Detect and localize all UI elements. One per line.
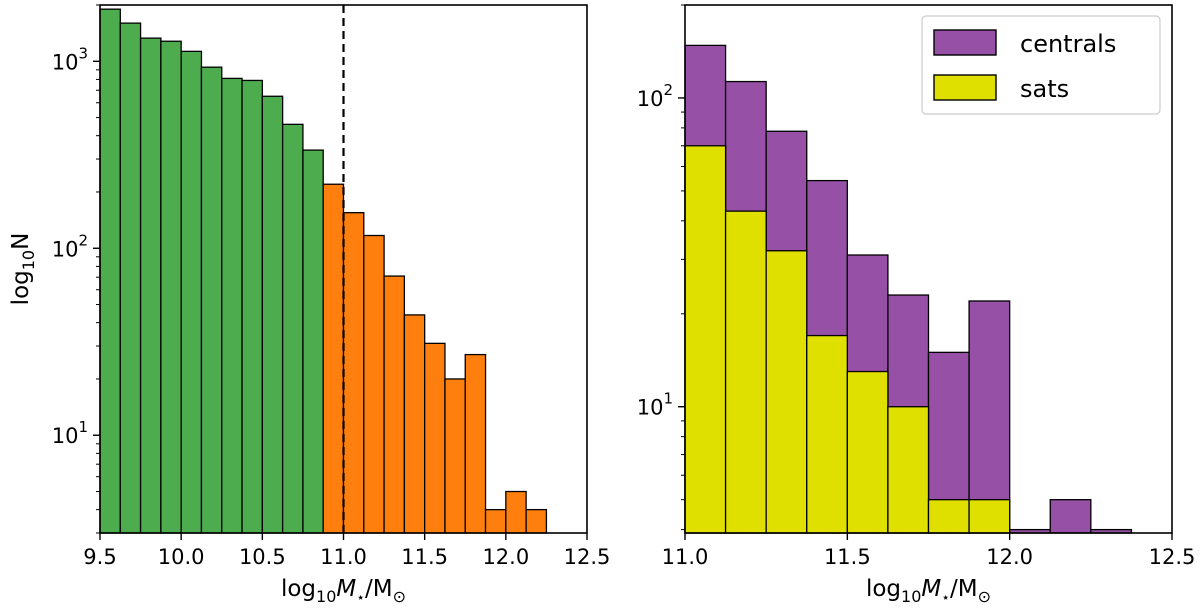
left-bar-4	[180, 50, 203, 534]
right-x-axis-label: log10M⋆/M⊙	[866, 576, 991, 606]
left-bar-17	[444, 378, 466, 534]
left-y-axis-label: log10N	[8, 233, 38, 306]
right-x-tick-label-1: 11.5	[824, 545, 871, 569]
right-bar-sats-5	[887, 406, 930, 534]
left-x-tick-label-6: 12.5	[564, 545, 611, 569]
right-x-ticks: 11.0 11.5 12.0 12.5	[662, 533, 1196, 569]
legend-label-centrals: centrals	[1020, 30, 1116, 58]
left-x-ticks: 9.5 10.0 10.5 11.0 11.5 12.0 12.5	[83, 533, 610, 569]
left-histogram-panel: 9.5 10.0 10.5 11.0 11.5 12.0 12.5 101 102 103 lo…	[8, 4, 610, 606]
left-bar-3	[160, 40, 182, 534]
left-y-ticks: 101 102 103	[52, 4, 100, 534]
left-bar-16	[424, 342, 446, 534]
left-bar-9	[281, 123, 304, 534]
right-axes-frame	[684, 4, 1173, 534]
left-x-tick-label-4: 11.5	[401, 545, 448, 569]
left-bar-6	[221, 77, 243, 534]
left-bar-1	[119, 22, 142, 534]
left-x-tick-label-0: 9.5	[83, 545, 116, 569]
right-bar-sats-6	[927, 499, 970, 534]
left-bar-14	[383, 275, 406, 534]
right-y-tick-label-0: 101	[637, 390, 673, 420]
right-bar-sats-4	[846, 370, 889, 534]
right-bar-sats-0	[684, 145, 727, 534]
left-x-tick-label-2: 10.5	[239, 545, 286, 569]
left-y-tick-label-0: 101	[52, 418, 88, 448]
left-bars	[99, 8, 548, 534]
left-bar-11	[322, 183, 345, 534]
left-y-tick-label-1: 102	[52, 231, 88, 261]
left-bar-10	[302, 149, 324, 534]
right-bar-sats-7	[968, 499, 1011, 534]
left-bar-15	[403, 314, 426, 534]
legend-label-sats: sats	[1020, 75, 1069, 103]
left-bar-12	[342, 212, 365, 534]
legend-swatch-sats	[933, 74, 997, 101]
left-bar-21	[525, 508, 548, 534]
right-bar-sats-2	[765, 250, 808, 534]
left-bar-13	[363, 234, 385, 534]
left-bar-19	[484, 508, 507, 534]
right-histogram-panel: 11.0 11.5 12.0 12.5 101 102 log10M⋆/M⊙ centr…	[637, 4, 1196, 606]
right-y-ticks: 101 102	[637, 4, 685, 531]
left-bar-20	[505, 490, 527, 534]
left-y-tick-label-2: 103	[52, 44, 88, 74]
left-bar-7	[241, 79, 263, 534]
right-bar-sats-1	[724, 210, 767, 534]
left-bar-2	[139, 37, 162, 534]
right-x-tick-label-0: 11.0	[662, 545, 709, 569]
left-x-tick-label-5: 12.0	[482, 545, 529, 569]
right-bar-centrals-7	[968, 300, 1011, 534]
right-y-tick-label-1: 102	[637, 81, 673, 111]
right-x-tick-label-3: 12.5	[1149, 545, 1196, 569]
left-bar-0	[99, 8, 121, 534]
right-bar-centrals-9	[1049, 499, 1092, 534]
right-bars	[684, 44, 1133, 534]
left-x-tick-label-3: 11.0	[320, 545, 367, 569]
right-bar-sats-3	[806, 334, 848, 534]
left-x-axis-label: log10M⋆/M⊙	[281, 576, 406, 606]
legend-swatch-centrals	[933, 29, 997, 56]
left-bar-8	[261, 95, 284, 534]
left-bar-18	[464, 353, 487, 534]
left-x-tick-label-1: 10.0	[158, 545, 205, 569]
legend: centrals sats	[921, 15, 1161, 115]
left-bar-5	[200, 66, 223, 534]
right-x-tick-label-2: 12.0	[986, 545, 1033, 569]
